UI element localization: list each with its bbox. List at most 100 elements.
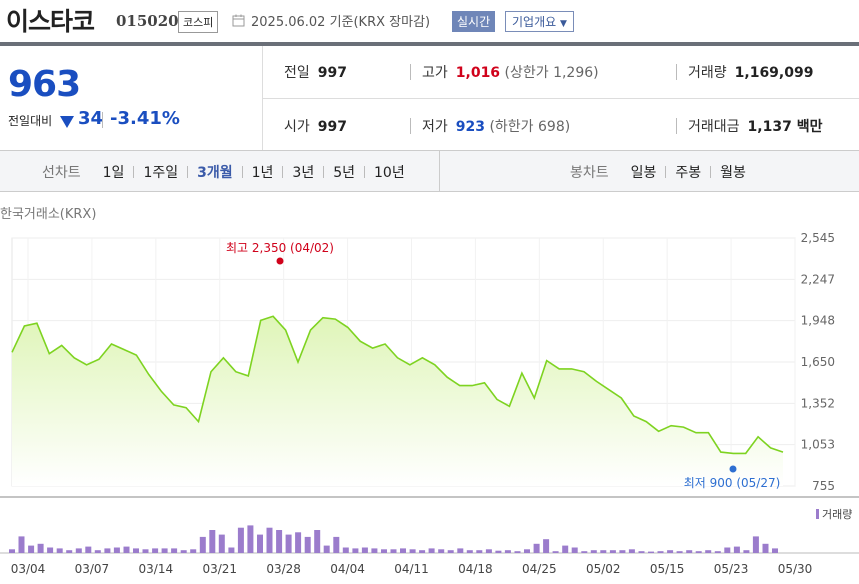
volume-bar: [752, 536, 759, 553]
volume-bar: [142, 549, 149, 553]
volume-bar: [667, 550, 674, 553]
y-tick-label: 1,948: [801, 314, 835, 328]
volume-bar: [304, 536, 311, 553]
candle-tab-group: 봉차트 일봉 주봉 월봉: [570, 162, 746, 182]
divider: [676, 118, 677, 134]
divider: [410, 118, 411, 134]
volume-bar: [714, 551, 721, 553]
volume-bar: [524, 549, 530, 553]
day-low: 저가 923 (하한가 698): [422, 116, 570, 136]
volume-bar: [113, 547, 120, 553]
max-price-label: 최고 2,350 (04/02): [226, 241, 334, 255]
x-tick-label: 03/14: [139, 562, 174, 576]
volume-bar: [705, 550, 712, 553]
tab-3y[interactable]: 3년: [292, 165, 315, 181]
tab-3m[interactable]: 3개월: [197, 165, 233, 181]
volume-bar: [285, 534, 292, 553]
volume-bar: [466, 550, 473, 553]
y-tick-label: 2,545: [801, 231, 835, 245]
tab-daily[interactable]: 일봉: [630, 165, 657, 181]
volume-bar: [381, 549, 387, 553]
max-price-marker: [276, 257, 284, 265]
volume-bar: [514, 551, 521, 553]
prev-close-label: 전일: [284, 65, 310, 81]
volume-bar: [342, 547, 349, 553]
volume-bar: [199, 536, 206, 553]
x-tick-label: 05/23: [714, 562, 749, 576]
lower-limit: (하한가 698): [489, 119, 571, 135]
volume-bar: [504, 550, 511, 553]
price-area: [12, 316, 783, 486]
company-info-label: 기업개요: [512, 15, 557, 29]
tab-5y[interactable]: 5년: [333, 165, 356, 181]
volume-bar: [485, 549, 492, 553]
volume-bar: [276, 530, 283, 553]
tab-divider: [439, 151, 440, 191]
volume-bar: [37, 543, 44, 553]
company-info-dropdown[interactable]: 기업개요 ▼: [505, 11, 574, 32]
volume-bar: [152, 548, 159, 553]
volume-bar: [543, 539, 550, 553]
x-tick-label: 05/15: [650, 562, 685, 576]
down-arrow-icon: [60, 116, 74, 128]
volume-bar: [94, 550, 101, 553]
volume-bar: [562, 545, 569, 553]
volume-bar: [123, 546, 130, 553]
volume-bar: [533, 543, 540, 553]
change-label: 전일대비: [8, 114, 53, 128]
volume-bar: [609, 550, 616, 553]
volume-label: 거래량: [688, 65, 727, 81]
volume-bar: [133, 548, 139, 553]
y-tick-label: 1,352: [801, 396, 835, 410]
volume-bar: [590, 550, 597, 553]
upper-limit: (상한가 1,296): [504, 65, 599, 81]
volume-bar: [400, 548, 406, 553]
tab-monthly[interactable]: 월봉: [720, 165, 746, 181]
open-price: 시가 997: [284, 116, 347, 136]
x-tick-label: 03/04: [11, 562, 46, 576]
volume-bar: [171, 548, 178, 553]
volume-bar: [447, 550, 454, 553]
volume-bar: [323, 545, 330, 553]
tab-10y[interactable]: 10년: [374, 165, 405, 181]
volume-bar: [457, 548, 464, 553]
high-label: 고가: [422, 65, 448, 81]
trading-amount: 거래대금 1,137 백만: [688, 116, 822, 136]
volume: 거래량 1,169,099: [688, 62, 813, 82]
prev-close-value: 997: [317, 65, 347, 81]
realtime-button[interactable]: 실시간: [452, 11, 496, 32]
x-tick-label: 04/04: [330, 562, 365, 576]
divider: [676, 64, 677, 80]
volume-bar: [85, 546, 92, 553]
volume-value: 1,169,099: [734, 65, 814, 81]
volume-bar: [266, 527, 273, 553]
market-badge: 코스피: [178, 11, 219, 33]
volume-bar: [180, 550, 187, 553]
high-value: 1,016: [455, 65, 501, 81]
volume-bar: [104, 548, 111, 553]
tab-weekly[interactable]: 주봉: [675, 165, 702, 181]
volume-bar: [419, 550, 426, 553]
volume-bar: [438, 549, 445, 553]
divider: [102, 112, 103, 128]
prev-close: 전일 997: [284, 62, 347, 82]
volume-bar: [257, 534, 263, 553]
volume-bar: [295, 532, 302, 553]
candle-chart-label: 봉차트: [570, 165, 609, 181]
tab-1w[interactable]: 1주일: [143, 165, 179, 181]
price-change: 34: [78, 108, 104, 129]
volume-bar: [75, 548, 82, 553]
volume-bar: [600, 550, 607, 553]
header-divider: [0, 42, 859, 46]
volume-bar: [676, 551, 683, 553]
volume-bar: [724, 547, 731, 553]
volume-bar: [657, 551, 664, 553]
price-change-percent: -3.41%: [110, 108, 180, 129]
tab-1d[interactable]: 1일: [102, 165, 125, 181]
chevron-down-icon: ▼: [560, 19, 567, 29]
volume-bar: [581, 551, 588, 553]
x-tick-label: 04/18: [458, 562, 493, 576]
tab-1y[interactable]: 1년: [251, 165, 274, 181]
volume-bar: [56, 548, 63, 553]
